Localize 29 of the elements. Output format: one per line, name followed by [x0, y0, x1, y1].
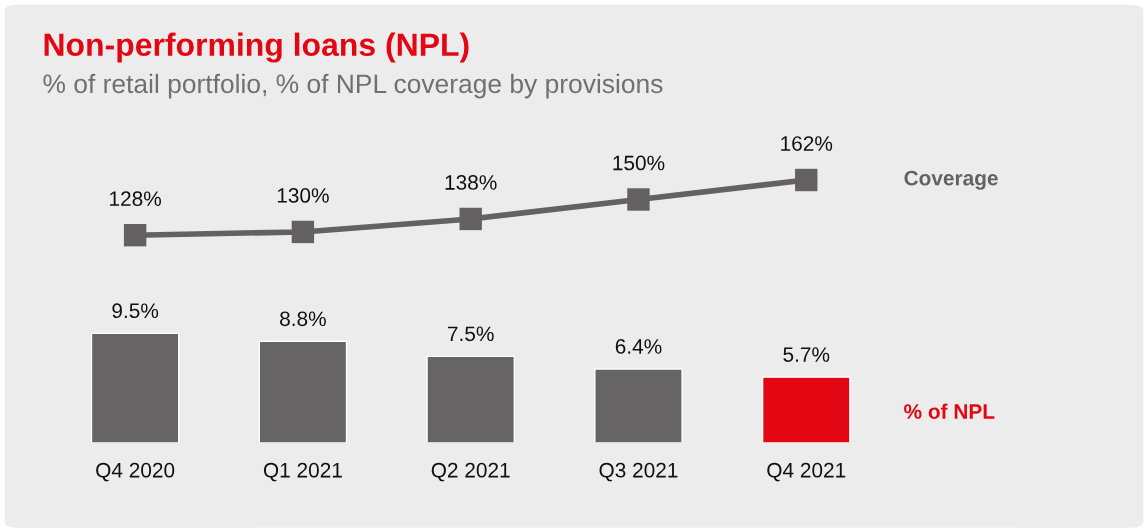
bar	[90, 332, 180, 443]
data-label: 150%	[613, 155, 665, 171]
data-label: 6.4%	[615, 339, 662, 354]
x-tick-label: Q2 2021	[431, 462, 510, 482]
data-label: 7.5%	[448, 326, 494, 342]
bar	[594, 368, 683, 443]
data-label: 130%	[277, 188, 329, 203]
point	[795, 168, 818, 192]
bar	[258, 340, 348, 443]
point	[459, 207, 482, 231]
bar	[761, 376, 851, 443]
text: % of NPL	[904, 403, 995, 419]
data-label: 138%	[445, 175, 497, 190]
text: Non-performing loans (NPL)	[44, 32, 469, 63]
point	[123, 223, 147, 247]
data-label: 162%	[781, 136, 833, 151]
x-tick-label: Q1 2021	[263, 462, 342, 482]
text: Coverage	[904, 170, 998, 190]
bar	[426, 355, 515, 443]
x-tick-label: Q4 2020	[96, 462, 175, 482]
data-label: 8.8%	[280, 311, 326, 327]
data-label: 128%	[110, 191, 162, 207]
x-tick-label: Q3 2021	[599, 462, 678, 482]
point	[291, 220, 315, 244]
data-label: 9.5%	[112, 303, 159, 319]
x-tick-label: Q4 2021	[767, 462, 846, 482]
point	[627, 188, 650, 211]
data-label: 5.7%	[783, 347, 830, 362]
text: % of retail portfolio, % of NPL coverage by provisions	[43, 73, 663, 99]
